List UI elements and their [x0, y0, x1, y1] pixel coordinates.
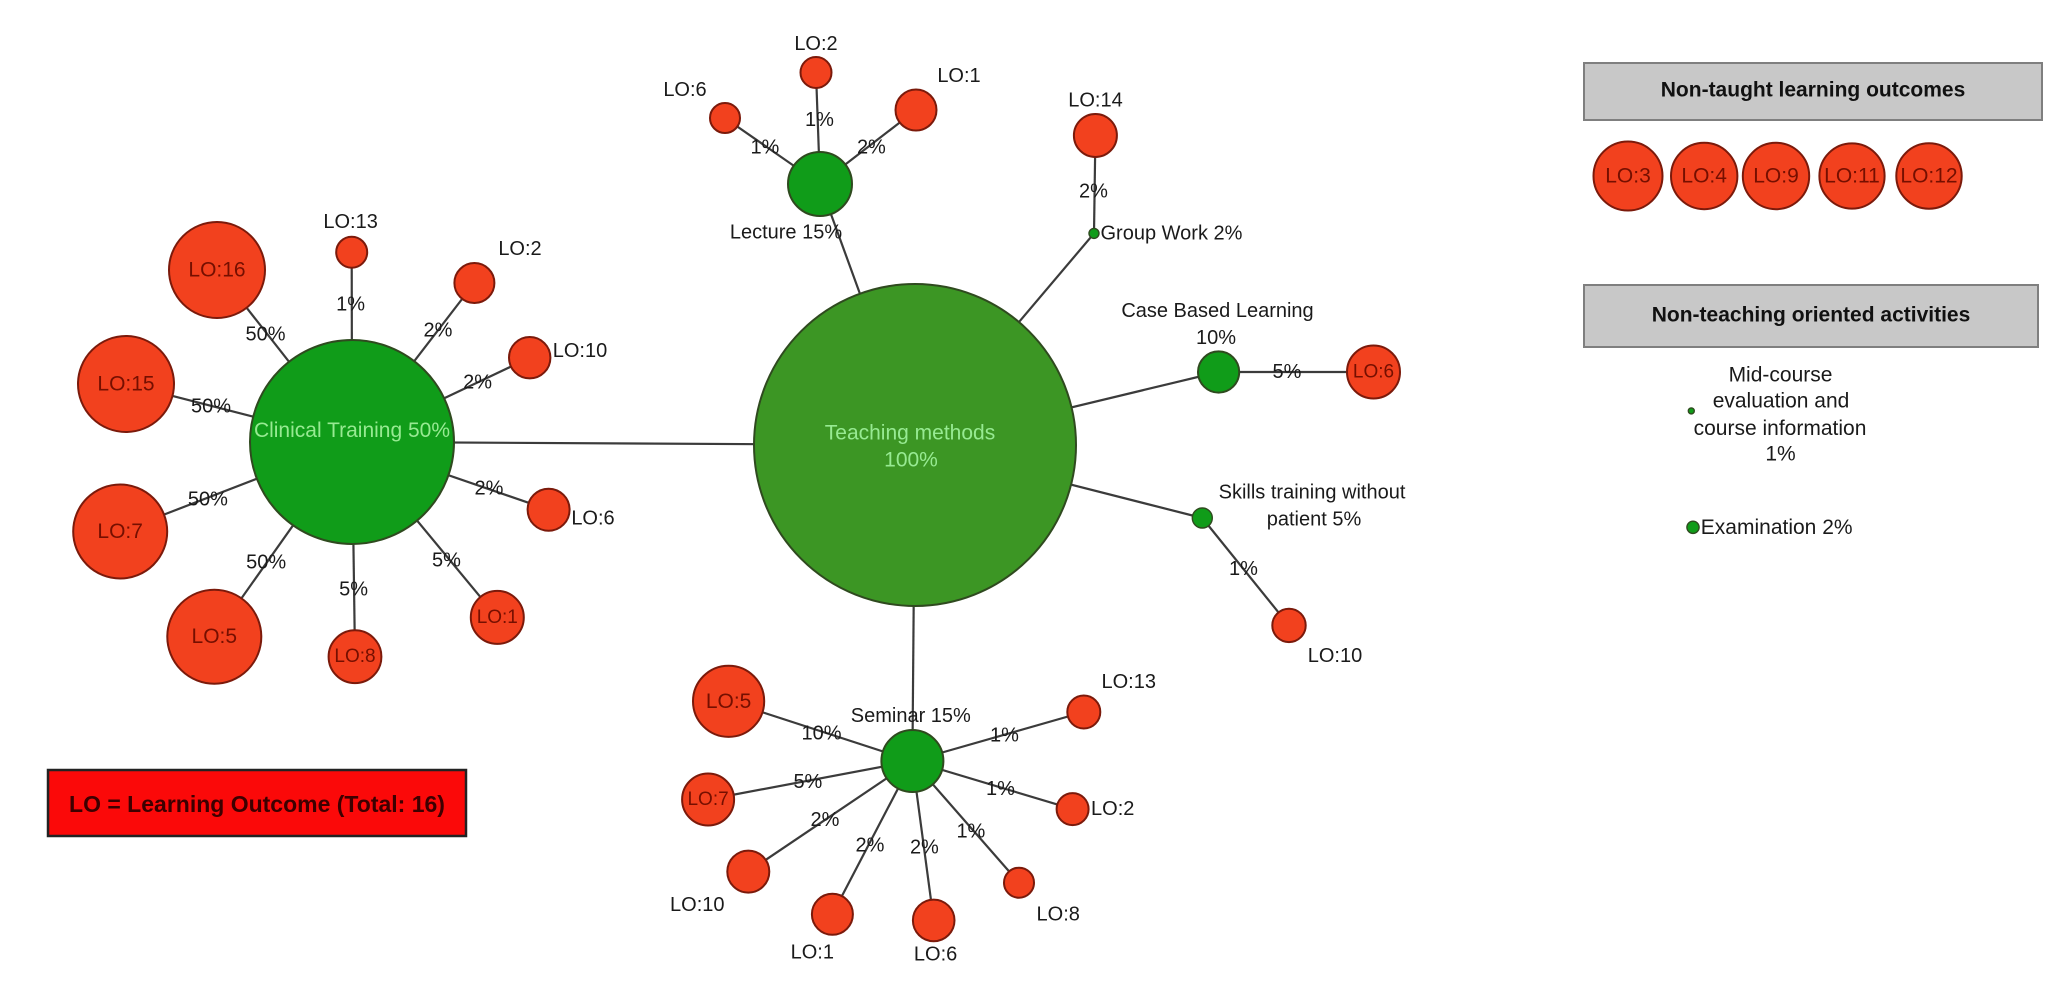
svg-text:Clinical Training 50%: Clinical Training 50% [254, 419, 450, 442]
svg-text:2%: 2% [811, 809, 840, 831]
svg-text:10%: 10% [1196, 327, 1236, 349]
svg-text:2%: 2% [1079, 181, 1108, 203]
svg-text:LO = Learning Outcome (Total:: LO = Learning Outcome (Total: 16) [69, 791, 445, 817]
svg-text:LO:8: LO:8 [1037, 903, 1080, 925]
svg-text:100%: 100% [884, 449, 938, 472]
svg-text:LO:10: LO:10 [1308, 645, 1362, 667]
svg-text:LO:11: LO:11 [1824, 165, 1880, 188]
svg-text:LO:13: LO:13 [323, 211, 377, 233]
svg-text:50%: 50% [188, 489, 228, 511]
svg-text:2%: 2% [856, 835, 885, 857]
svg-text:50%: 50% [246, 551, 286, 573]
svg-text:LO:1: LO:1 [477, 607, 518, 628]
svg-text:1%: 1% [986, 778, 1015, 800]
svg-text:50%: 50% [191, 396, 231, 418]
svg-text:Skills training without: Skills training without [1219, 482, 1406, 504]
svg-text:2%: 2% [910, 837, 939, 859]
svg-text:5%: 5% [432, 550, 461, 572]
svg-text:1%: 1% [956, 821, 985, 843]
svg-text:Seminar 15%: Seminar 15% [851, 705, 971, 727]
svg-text:50%: 50% [245, 324, 285, 346]
svg-text:2%: 2% [463, 372, 492, 394]
svg-text:LO:13: LO:13 [1101, 671, 1155, 693]
svg-text:LO:15: LO:15 [97, 373, 154, 396]
svg-text:LO:7: LO:7 [687, 789, 728, 810]
svg-text:1%: 1% [750, 136, 779, 158]
svg-text:LO:7: LO:7 [97, 520, 143, 543]
svg-text:LO:9: LO:9 [1753, 165, 1799, 188]
svg-text:2%: 2% [424, 319, 453, 341]
svg-text:course information: course information [1694, 417, 1867, 440]
svg-text:Lecture 15%: Lecture 15% [730, 222, 843, 244]
svg-text:LO:1: LO:1 [791, 942, 834, 964]
svg-text:LO:6: LO:6 [914, 944, 957, 966]
svg-text:LO:16: LO:16 [188, 259, 245, 282]
svg-text:LO:2: LO:2 [1091, 798, 1134, 820]
svg-text:LO:10: LO:10 [670, 894, 724, 916]
svg-text:1%: 1% [1765, 442, 1795, 465]
svg-text:Mid-course: Mid-course [1729, 364, 1833, 387]
svg-text:LO:5: LO:5 [192, 625, 238, 648]
svg-text:5%: 5% [339, 578, 368, 600]
svg-text:1%: 1% [990, 724, 1019, 746]
svg-text:10%: 10% [801, 722, 841, 744]
svg-text:Case Based Learning: Case Based Learning [1121, 300, 1313, 322]
svg-text:evaluation and: evaluation and [1713, 390, 1850, 413]
svg-text:1%: 1% [1229, 558, 1258, 580]
svg-text:LO:6: LO:6 [1353, 362, 1394, 383]
svg-text:5%: 5% [793, 771, 822, 793]
svg-text:LO:4: LO:4 [1681, 165, 1727, 188]
svg-text:LO:10: LO:10 [553, 340, 607, 362]
svg-text:Group Work 2%: Group Work 2% [1101, 223, 1243, 245]
svg-text:LO:6: LO:6 [571, 508, 614, 530]
svg-text:Non-teaching oriented activiti: Non-teaching oriented activities [1652, 304, 1971, 327]
svg-text:1%: 1% [805, 109, 834, 131]
svg-text:LO:2: LO:2 [794, 33, 837, 55]
svg-text:2%: 2% [857, 136, 886, 158]
svg-text:Examination 2%: Examination 2% [1701, 516, 1853, 539]
svg-text:LO:2: LO:2 [498, 238, 541, 260]
svg-text:Non-taught learning outcomes: Non-taught learning outcomes [1661, 79, 1966, 102]
svg-text:LO:8: LO:8 [334, 646, 375, 667]
svg-text:Teaching methods: Teaching methods [825, 422, 995, 445]
svg-text:patient 5%: patient 5% [1267, 509, 1362, 531]
svg-text:2%: 2% [475, 478, 504, 500]
svg-text:LO:3: LO:3 [1605, 165, 1651, 188]
svg-text:LO:6: LO:6 [663, 79, 706, 101]
svg-text:1%: 1% [336, 294, 365, 316]
svg-text:LO:5: LO:5 [706, 690, 752, 713]
svg-text:LO:14: LO:14 [1068, 90, 1122, 112]
svg-text:5%: 5% [1273, 361, 1302, 383]
svg-text:LO:1: LO:1 [937, 65, 980, 87]
svg-text:LO:12: LO:12 [1900, 165, 1957, 188]
